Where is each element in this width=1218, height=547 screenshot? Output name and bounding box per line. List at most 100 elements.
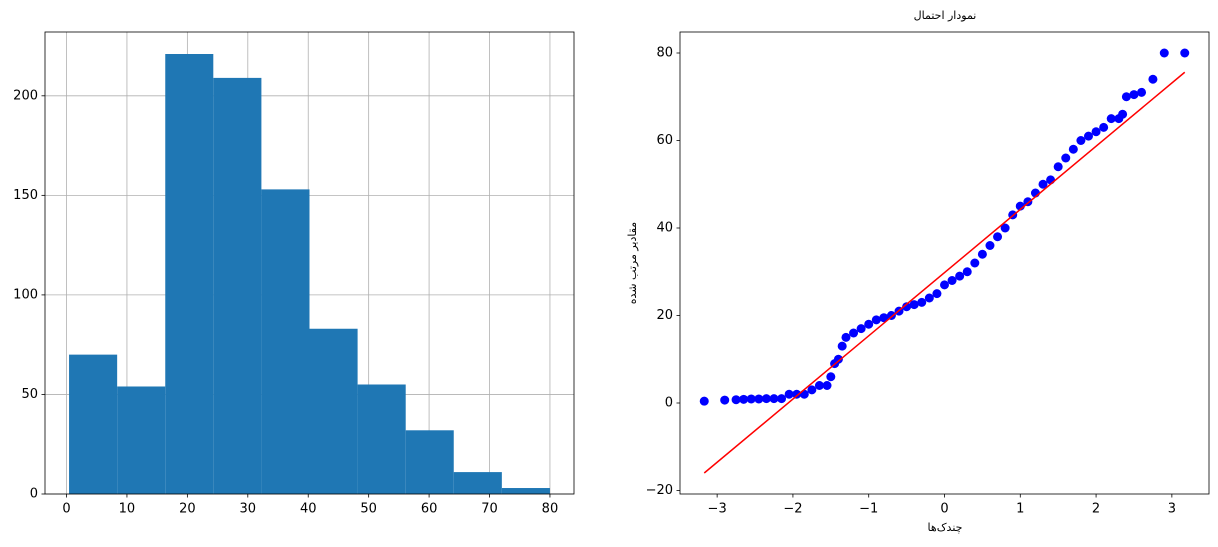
bar <box>261 189 310 494</box>
point <box>902 302 912 312</box>
point <box>932 289 942 299</box>
x-tick-label: −3 <box>708 502 727 517</box>
y-tick-label: 200 <box>13 88 38 103</box>
point <box>784 389 794 399</box>
x-tick-label: 50 <box>360 502 377 517</box>
point <box>777 394 787 404</box>
point <box>822 381 832 390</box>
point <box>833 354 843 364</box>
point <box>955 271 965 281</box>
point <box>731 395 741 405</box>
point <box>1121 92 1131 102</box>
point <box>841 332 851 342</box>
y-tick-label: −20 <box>646 483 673 498</box>
x-tick-label: 40 <box>300 502 317 517</box>
point <box>1046 175 1056 185</box>
point <box>699 396 709 406</box>
point <box>917 297 927 307</box>
point <box>1076 136 1086 145</box>
marks <box>699 48 1190 474</box>
point <box>814 381 824 390</box>
point <box>826 372 836 382</box>
x-tick-label: −2 <box>783 502 802 517</box>
y-tick-label: 0 <box>665 396 673 411</box>
point <box>1000 223 1010 233</box>
x-tick-label: 10 <box>119 502 136 517</box>
x-tick-label: 20 <box>179 502 196 517</box>
axes-frame <box>679 31 1210 495</box>
point <box>1137 87 1147 97</box>
point <box>1106 114 1116 124</box>
point <box>924 293 934 303</box>
fit-line <box>703 71 1186 474</box>
point <box>886 311 896 320</box>
point <box>720 395 730 405</box>
point <box>807 385 817 395</box>
axes-frame <box>44 31 575 495</box>
x-tick-label: 3 <box>1168 502 1176 517</box>
y-tick-label: 40 <box>656 221 673 236</box>
x-tick-label: 80 <box>542 502 559 517</box>
bar <box>405 430 454 494</box>
x-tick-label: 1 <box>1016 502 1024 517</box>
point <box>1118 109 1128 119</box>
bar <box>309 328 358 494</box>
point <box>1099 122 1109 132</box>
bar <box>165 54 214 494</box>
y-tick-label: 60 <box>656 133 673 148</box>
point <box>879 313 889 323</box>
x-axis-label: چندک‌ها <box>928 521 963 534</box>
point <box>746 394 756 404</box>
bar <box>69 354 118 494</box>
point <box>1159 48 1169 58</box>
y-tick-label: 0 <box>30 487 38 502</box>
point <box>856 324 866 334</box>
x-tick-label: 70 <box>481 502 498 517</box>
bar <box>357 384 406 494</box>
point <box>769 394 779 404</box>
point <box>940 280 949 290</box>
x-tick-label: 2 <box>1092 502 1100 517</box>
point <box>1180 48 1190 58</box>
point <box>739 394 749 404</box>
point <box>985 241 995 250</box>
point <box>1129 90 1139 100</box>
point <box>909 300 919 310</box>
x-tick-label: 30 <box>240 502 257 517</box>
point <box>799 389 809 399</box>
point <box>849 328 859 338</box>
plot-area: 0 10 20 30 40 50 60 70 80 0 50 100 150 200 <box>13 31 575 517</box>
point <box>947 276 957 285</box>
point <box>754 394 764 404</box>
plot-area: −3 −2 −1 0 1 2 3 −20 0 20 40 60 80 <box>646 31 1210 517</box>
point <box>761 394 771 404</box>
chart-title: نمودار احتمال <box>914 9 977 22</box>
bar <box>501 488 550 494</box>
point <box>1061 153 1071 163</box>
point <box>1083 131 1093 141</box>
point <box>837 341 847 351</box>
point <box>1148 74 1158 84</box>
y-tick-label: 150 <box>13 188 38 203</box>
point <box>864 319 874 329</box>
point <box>1068 144 1078 154</box>
x-tick-label: 0 <box>62 502 70 517</box>
point <box>1091 127 1101 137</box>
bar <box>117 386 166 494</box>
y-tick-label: 50 <box>21 387 38 402</box>
x-tick-label: 60 <box>421 502 438 517</box>
x-tick-label: 0 <box>940 502 948 517</box>
point <box>962 267 972 277</box>
x-tick-label: −1 <box>859 502 878 517</box>
point <box>970 258 980 268</box>
y-tick-label: 20 <box>656 308 673 323</box>
point <box>871 315 881 325</box>
y-tick-label: 100 <box>13 287 38 302</box>
bar <box>453 472 502 494</box>
bar <box>213 77 262 494</box>
point <box>993 232 1003 242</box>
y-tick-label: 80 <box>656 46 673 61</box>
point <box>977 249 987 259</box>
point <box>1053 162 1063 172</box>
